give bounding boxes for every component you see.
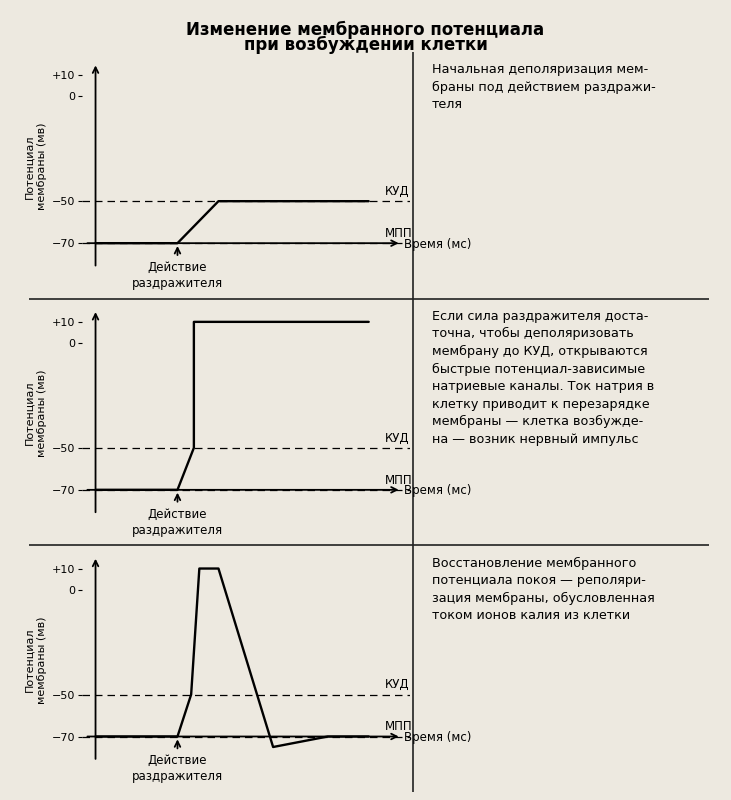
Text: Время (мс): Время (мс) [404, 484, 471, 498]
Y-axis label: Потенциал
мембраны (мв): Потенциал мембраны (мв) [24, 370, 48, 457]
Text: МПП: МПП [385, 227, 413, 240]
Text: Действие
раздражителя: Действие раздражителя [132, 261, 223, 290]
Text: Если сила раздражителя доста-
точна, чтобы деполяризовать
мембрану до КУД, откры: Если сила раздражителя доста- точна, что… [432, 310, 654, 446]
Text: КУД: КУД [385, 185, 410, 198]
Text: Действие
раздражителя: Действие раздражителя [132, 508, 223, 537]
Text: МПП: МПП [385, 720, 413, 734]
Y-axis label: Потенциал
мембраны (мв): Потенциал мембраны (мв) [24, 616, 48, 704]
Text: Время (мс): Время (мс) [404, 731, 471, 744]
Text: Действие
раздражителя: Действие раздражителя [132, 754, 223, 783]
Text: Начальная деполяризация мем-
браны под действием раздражи-
теля: Начальная деполяризация мем- браны под д… [432, 63, 656, 111]
Text: МПП: МПП [385, 474, 413, 486]
Text: Восстановление мембранного
потенциала покоя — реполяри-
зация мембраны, обусловл: Восстановление мембранного потенциала по… [432, 557, 655, 622]
Text: Изменение мембранного потенциала: Изменение мембранного потенциала [186, 21, 545, 39]
Y-axis label: Потенциал
мембраны (мв): Потенциал мембраны (мв) [24, 122, 48, 210]
Text: при возбуждении клетки: при возбуждении клетки [243, 36, 488, 54]
Text: Время (мс): Время (мс) [404, 238, 471, 250]
Text: КУД: КУД [385, 432, 410, 445]
Text: КУД: КУД [385, 678, 410, 691]
